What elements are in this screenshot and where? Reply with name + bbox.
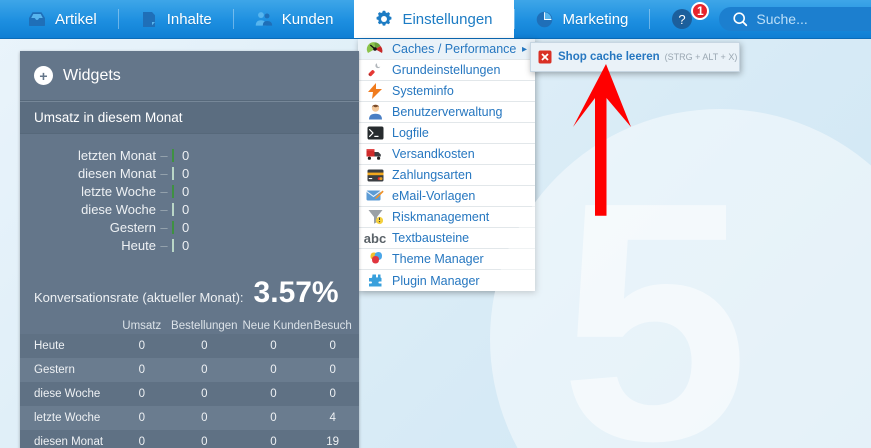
- svg-text:?: ?: [679, 12, 686, 27]
